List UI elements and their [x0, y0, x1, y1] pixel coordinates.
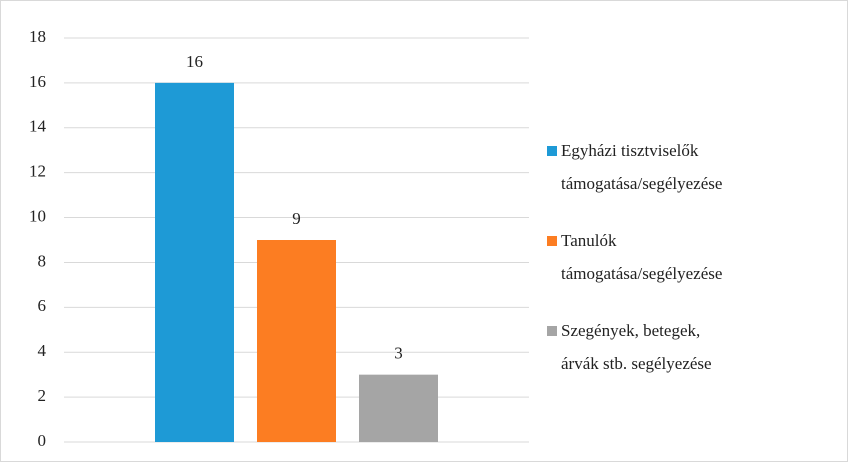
y-tick-label: 10 [29, 206, 46, 225]
y-tick-label: 16 [29, 72, 46, 91]
data-label: 3 [394, 344, 403, 363]
bar [257, 240, 336, 442]
y-tick-label: 14 [29, 117, 47, 136]
legend-swatch [547, 236, 557, 246]
y-tick-label: 18 [29, 27, 46, 46]
data-label: 16 [186, 52, 203, 71]
legend-swatch [547, 326, 557, 336]
data-label: 9 [292, 209, 301, 228]
y-tick-label: 2 [38, 386, 47, 405]
legend-label: Szegények, betegek, árvák stb. segélyezé… [561, 321, 712, 373]
y-tick-label: 8 [38, 251, 47, 270]
legend-swatch [547, 146, 557, 156]
y-tick-label: 0 [38, 431, 47, 450]
y-tick-label: 4 [38, 341, 47, 360]
y-tick-label: 12 [29, 162, 46, 181]
y-tick-label: 6 [38, 296, 47, 315]
legend-label: Egyházi tisztviselők támogatása/segélyez… [561, 141, 723, 193]
bar [359, 374, 438, 442]
bar [155, 82, 234, 442]
legend-label: Tanulók támogatása/segélyezése [561, 231, 723, 283]
